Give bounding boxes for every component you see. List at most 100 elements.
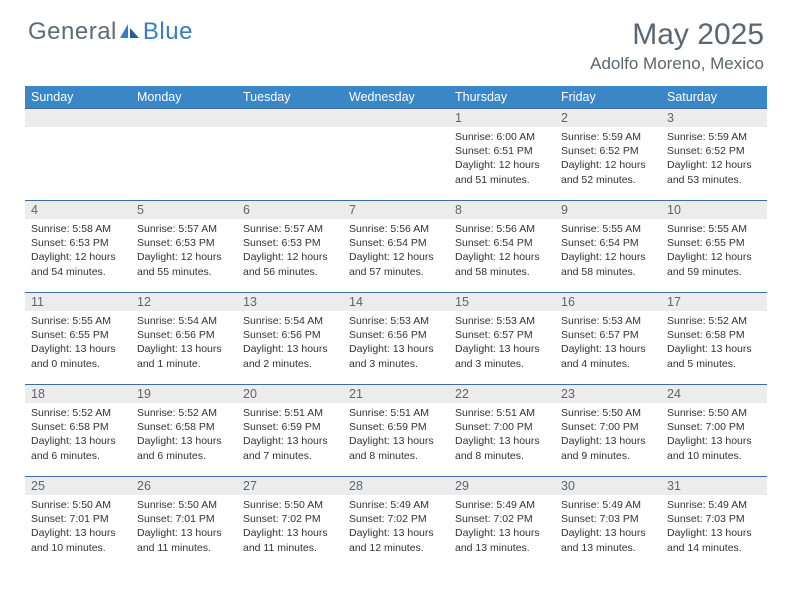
sunset-line: Sunset: 7:03 PM	[561, 512, 655, 526]
day-header: Friday	[555, 86, 661, 108]
sunrise-line: Sunrise: 5:51 AM	[455, 406, 549, 420]
day-body: Sunrise: 5:52 AMSunset: 6:58 PMDaylight:…	[131, 403, 237, 465]
date-bar: 25	[25, 476, 131, 495]
sunset-line: Sunset: 6:52 PM	[561, 144, 655, 158]
date-bar: 10	[661, 200, 767, 219]
calendar-cell: 2Sunrise: 5:59 AMSunset: 6:52 PMDaylight…	[555, 108, 661, 200]
day-body: Sunrise: 6:00 AMSunset: 6:51 PMDaylight:…	[449, 127, 555, 189]
daylight-line: Daylight: 12 hours and 59 minutes.	[667, 250, 761, 278]
day-body: Sunrise: 5:52 AMSunset: 6:58 PMDaylight:…	[25, 403, 131, 465]
daylight-line: Daylight: 13 hours and 8 minutes.	[455, 434, 549, 462]
calendar-cell: 13Sunrise: 5:54 AMSunset: 6:56 PMDayligh…	[237, 292, 343, 384]
calendar-cell: 14Sunrise: 5:53 AMSunset: 6:56 PMDayligh…	[343, 292, 449, 384]
sunrise-line: Sunrise: 5:57 AM	[137, 222, 231, 236]
daylight-line: Daylight: 13 hours and 6 minutes.	[31, 434, 125, 462]
sunrise-line: Sunrise: 6:00 AM	[455, 130, 549, 144]
sunset-line: Sunset: 6:52 PM	[667, 144, 761, 158]
sunset-line: Sunset: 6:58 PM	[667, 328, 761, 342]
calendar-row: 1Sunrise: 6:00 AMSunset: 6:51 PMDaylight…	[25, 108, 767, 200]
sunset-line: Sunset: 7:00 PM	[667, 420, 761, 434]
date-bar: 4	[25, 200, 131, 219]
calendar-body: 1Sunrise: 6:00 AMSunset: 6:51 PMDaylight…	[25, 108, 767, 568]
day-body: Sunrise: 5:54 AMSunset: 6:56 PMDaylight:…	[237, 311, 343, 373]
daylight-line: Daylight: 12 hours and 56 minutes.	[243, 250, 337, 278]
daylight-line: Daylight: 12 hours and 52 minutes.	[561, 158, 655, 186]
date-bar: 14	[343, 292, 449, 311]
daylight-line: Daylight: 13 hours and 10 minutes.	[667, 434, 761, 462]
daylight-line: Daylight: 13 hours and 14 minutes.	[667, 526, 761, 554]
day-body: Sunrise: 5:58 AMSunset: 6:53 PMDaylight:…	[25, 219, 131, 281]
sunrise-line: Sunrise: 5:49 AM	[561, 498, 655, 512]
sunrise-line: Sunrise: 5:54 AM	[137, 314, 231, 328]
date-bar: 9	[555, 200, 661, 219]
sunset-line: Sunset: 7:03 PM	[667, 512, 761, 526]
day-body: Sunrise: 5:50 AMSunset: 7:00 PMDaylight:…	[555, 403, 661, 465]
day-body: Sunrise: 5:53 AMSunset: 6:56 PMDaylight:…	[343, 311, 449, 373]
location-label: Adolfo Moreno, Mexico	[590, 54, 764, 74]
daylight-line: Daylight: 13 hours and 5 minutes.	[667, 342, 761, 370]
date-bar: 3	[661, 108, 767, 127]
sunrise-line: Sunrise: 5:58 AM	[31, 222, 125, 236]
date-bar: 12	[131, 292, 237, 311]
date-bar: 19	[131, 384, 237, 403]
calendar-cell: 31Sunrise: 5:49 AMSunset: 7:03 PMDayligh…	[661, 476, 767, 568]
sunset-line: Sunset: 6:59 PM	[349, 420, 443, 434]
calendar-cell: 15Sunrise: 5:53 AMSunset: 6:57 PMDayligh…	[449, 292, 555, 384]
calendar-cell: 27Sunrise: 5:50 AMSunset: 7:02 PMDayligh…	[237, 476, 343, 568]
calendar-cell: 5Sunrise: 5:57 AMSunset: 6:53 PMDaylight…	[131, 200, 237, 292]
sunset-line: Sunset: 6:53 PM	[137, 236, 231, 250]
sunset-line: Sunset: 7:02 PM	[243, 512, 337, 526]
daylight-line: Daylight: 13 hours and 13 minutes.	[561, 526, 655, 554]
date-bar: 30	[555, 476, 661, 495]
day-body: Sunrise: 5:51 AMSunset: 7:00 PMDaylight:…	[449, 403, 555, 465]
sunrise-line: Sunrise: 5:52 AM	[31, 406, 125, 420]
day-body: Sunrise: 5:50 AMSunset: 7:00 PMDaylight:…	[661, 403, 767, 465]
sunset-line: Sunset: 7:00 PM	[561, 420, 655, 434]
date-bar: 13	[237, 292, 343, 311]
sunset-line: Sunset: 6:55 PM	[667, 236, 761, 250]
date-bar: 15	[449, 292, 555, 311]
calendar-row: 4Sunrise: 5:58 AMSunset: 6:53 PMDaylight…	[25, 200, 767, 292]
title-block: May 2025 Adolfo Moreno, Mexico	[590, 18, 764, 74]
calendar-cell: 12Sunrise: 5:54 AMSunset: 6:56 PMDayligh…	[131, 292, 237, 384]
calendar-cell	[237, 108, 343, 200]
date-bar: 22	[449, 384, 555, 403]
day-body: Sunrise: 5:56 AMSunset: 6:54 PMDaylight:…	[343, 219, 449, 281]
calendar-head: SundayMondayTuesdayWednesdayThursdayFrid…	[25, 86, 767, 108]
sunrise-line: Sunrise: 5:50 AM	[667, 406, 761, 420]
sunrise-line: Sunrise: 5:50 AM	[137, 498, 231, 512]
date-bar: 5	[131, 200, 237, 219]
daylight-line: Daylight: 12 hours and 54 minutes.	[31, 250, 125, 278]
calendar-cell: 28Sunrise: 5:49 AMSunset: 7:02 PMDayligh…	[343, 476, 449, 568]
sunrise-line: Sunrise: 5:56 AM	[455, 222, 549, 236]
calendar-cell	[343, 108, 449, 200]
sunset-line: Sunset: 6:58 PM	[137, 420, 231, 434]
calendar-cell: 25Sunrise: 5:50 AMSunset: 7:01 PMDayligh…	[25, 476, 131, 568]
day-body: Sunrise: 5:49 AMSunset: 7:03 PMDaylight:…	[661, 495, 767, 557]
sunset-line: Sunset: 6:56 PM	[349, 328, 443, 342]
calendar-cell: 21Sunrise: 5:51 AMSunset: 6:59 PMDayligh…	[343, 384, 449, 476]
sunrise-line: Sunrise: 5:50 AM	[561, 406, 655, 420]
page-title: May 2025	[590, 18, 764, 52]
calendar-cell: 18Sunrise: 5:52 AMSunset: 6:58 PMDayligh…	[25, 384, 131, 476]
date-bar: 31	[661, 476, 767, 495]
daylight-line: Daylight: 13 hours and 11 minutes.	[137, 526, 231, 554]
day-body: Sunrise: 5:56 AMSunset: 6:54 PMDaylight:…	[449, 219, 555, 281]
daylight-line: Daylight: 13 hours and 3 minutes.	[455, 342, 549, 370]
daylight-line: Daylight: 12 hours and 58 minutes.	[561, 250, 655, 278]
calendar-cell: 6Sunrise: 5:57 AMSunset: 6:53 PMDaylight…	[237, 200, 343, 292]
date-bar: 21	[343, 384, 449, 403]
sunset-line: Sunset: 6:53 PM	[243, 236, 337, 250]
sunset-line: Sunset: 7:00 PM	[455, 420, 549, 434]
sunrise-line: Sunrise: 5:55 AM	[561, 222, 655, 236]
calendar-cell: 8Sunrise: 5:56 AMSunset: 6:54 PMDaylight…	[449, 200, 555, 292]
sunset-line: Sunset: 7:02 PM	[455, 512, 549, 526]
sunrise-line: Sunrise: 5:54 AM	[243, 314, 337, 328]
daylight-line: Daylight: 13 hours and 7 minutes.	[243, 434, 337, 462]
day-body: Sunrise: 5:49 AMSunset: 7:02 PMDaylight:…	[449, 495, 555, 557]
sunset-line: Sunset: 6:57 PM	[561, 328, 655, 342]
sunset-line: Sunset: 7:01 PM	[137, 512, 231, 526]
date-bar: 1	[449, 108, 555, 127]
sunrise-line: Sunrise: 5:51 AM	[243, 406, 337, 420]
calendar-cell: 30 Sunrise: 5:49 AMSunset: 7:03 PMDayligh…	[555, 476, 661, 568]
